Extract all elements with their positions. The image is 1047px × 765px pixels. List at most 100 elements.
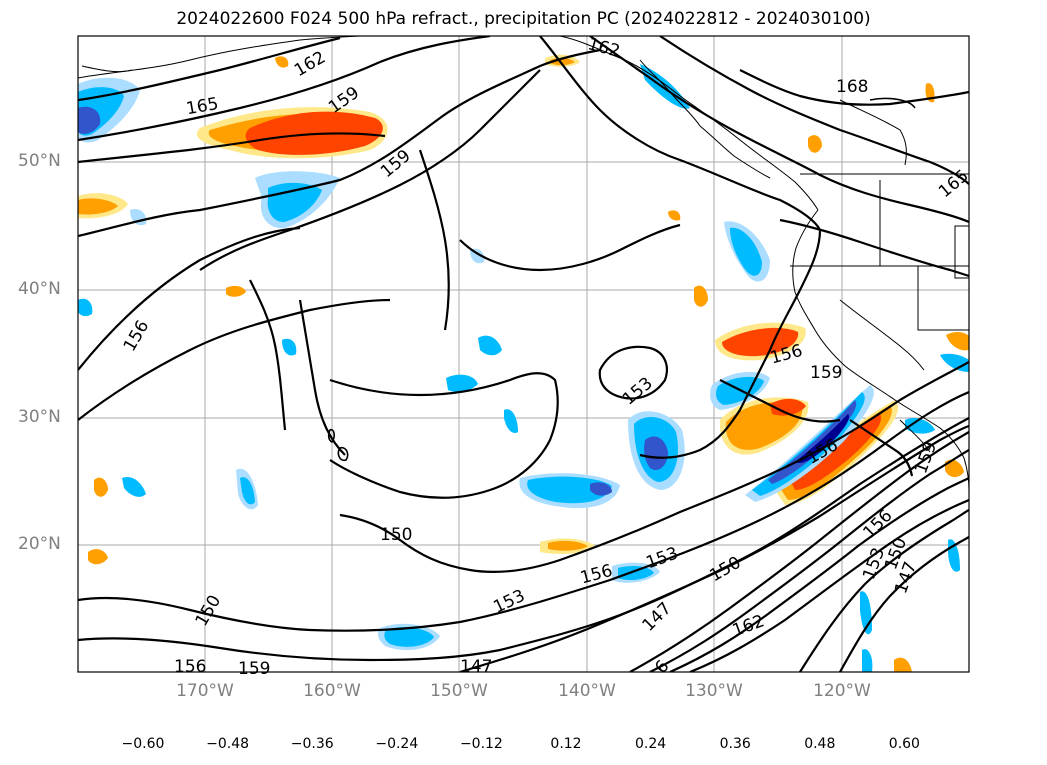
contour-label: 150 <box>380 525 412 545</box>
anomaly-blob <box>945 459 964 478</box>
contour-line <box>659 36 969 185</box>
contour-line <box>418 149 450 331</box>
anomaly-blob <box>946 332 969 351</box>
contour-label: 153 <box>619 373 657 409</box>
contour-line <box>459 223 681 272</box>
coastlines <box>78 36 969 491</box>
lat-label-30n: 30°N <box>18 407 61 427</box>
lat-label-50n: 50°N <box>18 151 61 171</box>
contour-line <box>779 218 969 278</box>
anomaly-blob <box>905 418 935 434</box>
anomaly-blob <box>446 374 478 392</box>
contour-label: 159 <box>238 659 270 679</box>
map-title: 2024022600 F024 500 hPa refract., precip… <box>176 9 871 29</box>
lon-label-170w: 170°W <box>176 681 234 701</box>
anomaly-blob <box>78 298 93 317</box>
anomaly-blob <box>768 400 857 484</box>
anomaly-blob <box>795 414 850 464</box>
contour-line <box>78 36 491 142</box>
contour-line <box>669 477 969 672</box>
anomaly-blob <box>548 540 588 551</box>
contour-label: 6 <box>651 657 673 678</box>
lon-label-150w: 150°W <box>430 681 488 701</box>
contour-label: 150 <box>706 553 744 587</box>
anomaly-blob <box>694 285 708 307</box>
contour-label: 159 <box>377 146 415 182</box>
anomaly-blob <box>88 549 108 565</box>
contour-line <box>339 361 969 574</box>
anomaly-blob <box>384 627 434 647</box>
colorbar-tick-label: −0.24 <box>375 736 419 752</box>
contour-line <box>799 509 969 672</box>
contour-label: 150 <box>192 592 226 630</box>
anomaly-blob <box>940 353 969 372</box>
contour-line <box>78 390 969 632</box>
contour-label: 165 <box>935 166 973 202</box>
contour-label: 168 <box>836 77 868 97</box>
lon-label-160w: 160°W <box>303 681 361 701</box>
anomaly-blob <box>770 398 806 416</box>
contour-line <box>739 69 969 106</box>
contour-label: 156 <box>120 317 154 355</box>
small-closed-contours <box>327 97 916 462</box>
anomaly-blob <box>894 657 912 672</box>
anomaly-blob <box>275 56 289 68</box>
anomaly-blob <box>282 338 297 356</box>
contour-label: 147 <box>460 657 492 677</box>
colorbar-tick-label: 0.24 <box>635 736 667 752</box>
anomaly-blob <box>226 285 246 297</box>
contour-line <box>78 36 341 102</box>
contour-line <box>249 279 287 431</box>
contour-label: 156 <box>174 657 206 677</box>
contour-line <box>199 69 541 271</box>
contour-label: 156 <box>578 561 615 589</box>
anomaly-blob <box>862 649 873 672</box>
lon-label-140w: 140°W <box>558 681 616 701</box>
contour-line <box>329 372 559 499</box>
anomaly-blob <box>722 327 799 357</box>
contour-line <box>598 345 668 400</box>
map-plot: 162 165 159 159 162 168 165 156 156 159 … <box>77 34 973 679</box>
map-frame <box>77 35 970 673</box>
contour-line <box>589 36 969 224</box>
anomaly-blob <box>644 436 668 471</box>
anomaly-blob <box>78 198 118 215</box>
colorbar-tick-label: 0.60 <box>888 736 920 752</box>
contour-line <box>849 419 914 477</box>
contour-line <box>298 299 346 456</box>
colorbar-tick-label: 0.12 <box>550 736 582 752</box>
contour-line <box>78 298 391 421</box>
contour-line <box>629 431 969 672</box>
contour-line <box>719 379 841 423</box>
contour-label: 165 <box>185 94 220 119</box>
anomaly-blob <box>122 476 146 497</box>
anomaly-blob <box>478 335 502 356</box>
positive-precip-anomalies <box>78 54 969 672</box>
contour-label: 153 <box>644 543 681 573</box>
gridlines <box>78 36 969 672</box>
contour-line <box>78 226 301 371</box>
anomaly-blob <box>808 135 822 153</box>
anomaly-blob <box>267 182 322 222</box>
anomaly-blob <box>94 477 108 497</box>
contour-label: 162 <box>586 34 623 62</box>
anomaly-blob <box>730 227 762 276</box>
anomaly-blob <box>240 477 255 505</box>
colorbar-tick-label: 0.48 <box>804 736 836 752</box>
anomaly-blob <box>668 210 681 221</box>
anomaly-blob <box>618 565 654 581</box>
anomaly-blob <box>790 414 882 490</box>
height-contours <box>78 36 969 672</box>
colorbar-tick-label: −0.60 <box>121 736 165 752</box>
contour-line <box>78 132 386 164</box>
contour-label: 153 <box>490 586 528 618</box>
contour-line <box>78 48 601 238</box>
contour-label: 162 <box>730 611 767 641</box>
lon-label-120w: 120°W <box>813 681 871 701</box>
contour-line <box>649 449 969 672</box>
colorbar-tick-label: 0.36 <box>719 736 751 752</box>
contour-label: 162 <box>291 47 329 81</box>
lat-label-20n: 20°N <box>18 534 61 554</box>
anomaly-blob <box>78 106 101 134</box>
contour-line <box>459 424 969 672</box>
